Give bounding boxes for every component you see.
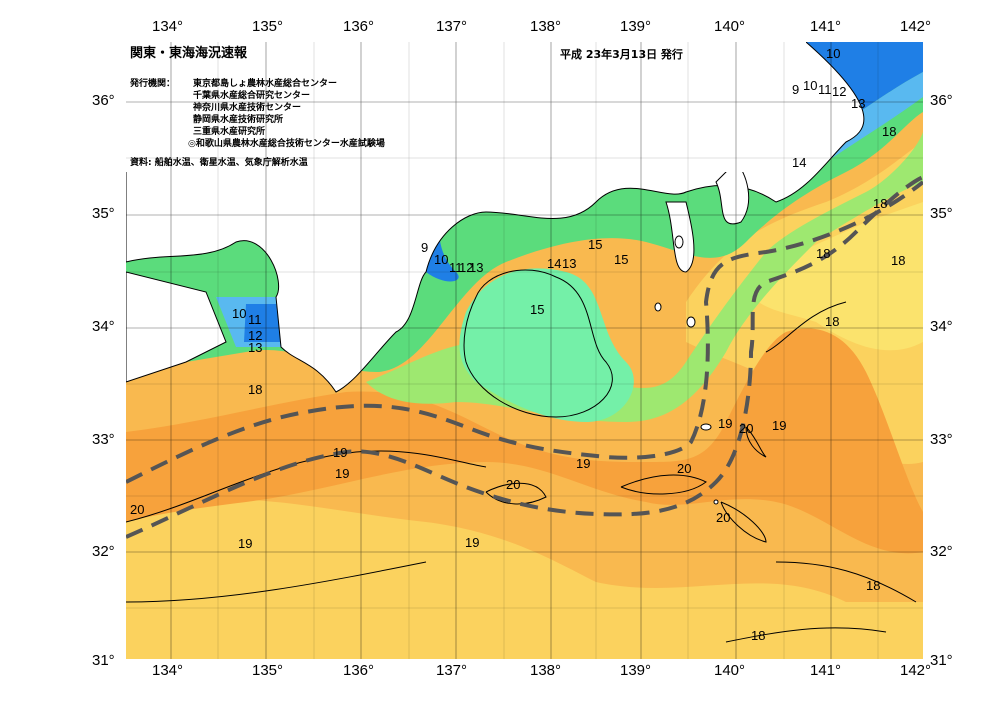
lat-tick-31: 31° [92,652,115,669]
contour-label: 15 [588,237,603,252]
contour-label: 18 [873,196,888,211]
land-shikoku [126,271,227,383]
graticule [126,42,923,659]
contour-label: 10 [803,78,818,93]
contour-label: 12 [248,328,263,343]
kuroshio-warm-core [126,328,923,554]
lon-tick-142: 142° [900,18,932,35]
cold-water-mass [459,268,634,422]
lat-tick-36: 36° [92,92,115,109]
contour-label: 11 [818,82,832,97]
contour-label: 18 [825,314,840,329]
contour-label: 10 [434,252,449,267]
lon-tick-139: 139° [620,18,652,35]
lat-tick-36-right: 36° [930,92,953,109]
contour-label: 20 [716,510,731,525]
issuer-1: 東京都島しょ農林水産総合センター [193,79,338,89]
lon-tick-136: 136° [343,18,375,35]
issuer-2: 千葉県水産総合研究センター [193,91,311,101]
contour-label: 19 [718,416,733,431]
lat-tick-32: 32° [92,543,115,560]
lon-tick-137: 137° [436,18,468,35]
lon-tick-135: 135° [252,18,284,35]
kuroshio-axis [126,175,923,539]
header-background [126,42,776,172]
lon-tick-140: 140° [714,18,746,35]
lon-tick-135-bottom: 135° [252,662,284,679]
lon-tick-134-bottom: 134° [152,662,184,679]
issue-date: 平成 23年3月13日 発行 [560,48,683,61]
contour-label: 18 [248,382,263,397]
contour-label: 15 [614,252,629,267]
contour-label: 19 [772,418,787,433]
lat-tick-33-right: 33° [930,431,953,448]
contour-label: 11 [248,312,262,327]
contour-label: 13 [851,96,866,111]
lon-tick-140-bottom: 140° [714,662,746,679]
contour-label: 19 [238,536,253,551]
issuer-3: 神奈川県水産技術センター [193,103,302,113]
lon-tick-138: 138° [530,18,562,35]
contour-label: 13 [469,260,484,275]
map-title: 関東・東海海況速報 [130,46,248,61]
contour-label: 14 [792,155,807,170]
contour-label: 19 [576,456,591,471]
lon-tick-137-bottom: 137° [436,662,468,679]
lat-tick-32-right: 32° [930,543,953,560]
osaka-bay-cold-water [244,304,281,342]
graticule-minor [126,42,923,659]
lon-tick-142-bottom: 142° [900,662,932,679]
islands [654,235,719,505]
contour-label: 20 [677,461,692,476]
issuer-4: 静岡県水産技術研究所 [193,115,284,125]
eastern-light-yellow-water [746,202,923,351]
issuer-6: ◎和歌山県農林水産総合技術センター水産試験場 [188,139,385,149]
contour-label: 18 [891,253,906,268]
lat-tick-34: 34° [92,318,115,335]
contour-label: 20 [739,421,754,436]
lon-tick-134: 134° [152,18,184,35]
contour-label: 19 [333,445,348,460]
contour-label: 11 [449,260,463,275]
contour-label: 13 [562,256,577,271]
data-source: 資料: 船舶水温、衛星水温、気象庁解析水温 [130,158,308,168]
sea-surface-temperature-map [126,42,923,659]
issuer-5: 三重県水産研究所 [193,127,266,137]
lat-tick-35: 35° [92,205,115,222]
contour-label: 10 [232,306,247,321]
contour-label: 9 [421,240,429,255]
contour-label: 9 [792,82,800,97]
contour-label: 18 [751,628,766,643]
southern-yellow-water [126,499,923,659]
lat-tick-31-right: 31° [930,652,953,669]
issuer-label: 発行機関： [130,79,176,89]
contour-label: 20 [130,502,145,517]
contour-label: 18 [816,246,831,261]
contour-label: 20 [506,477,521,492]
lon-tick-139-bottom: 139° [620,662,652,679]
contour-label: 15 [530,302,545,317]
header-background-right [776,42,806,102]
lat-tick-34-right: 34° [930,318,953,335]
lon-tick-141-bottom: 141° [810,662,842,679]
contour-label: 12 [459,260,474,275]
contour-label: 18 [866,578,881,593]
contour-label: 10 [826,46,841,61]
contour-label: 19 [465,535,480,550]
contour-label: 19 [335,466,350,481]
lat-tick-33: 33° [92,431,115,448]
lon-tick-141: 141° [810,18,842,35]
contour-label: 18 [882,124,897,139]
contour-label: 12 [832,84,847,99]
lat-tick-35-right: 35° [930,205,953,222]
lon-tick-138-bottom: 138° [530,662,562,679]
contour-label: 14 [547,256,562,271]
contour-label: 13 [248,340,263,355]
lon-tick-136-bottom: 136° [343,662,375,679]
